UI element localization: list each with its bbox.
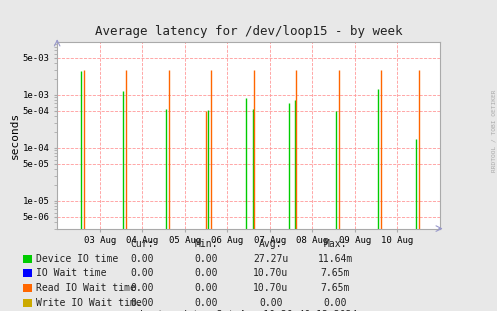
Text: Max:: Max: bbox=[324, 239, 347, 249]
Text: 0.00: 0.00 bbox=[194, 254, 218, 264]
Text: 0.00: 0.00 bbox=[130, 298, 154, 308]
Text: 0.00: 0.00 bbox=[130, 254, 154, 264]
Text: RRDTOOL / TOBI OETIKER: RRDTOOL / TOBI OETIKER bbox=[491, 89, 496, 172]
Text: 0.00: 0.00 bbox=[259, 298, 283, 308]
Text: IO Wait time: IO Wait time bbox=[36, 268, 106, 278]
Text: Min:: Min: bbox=[194, 239, 218, 249]
Text: 27.27u: 27.27u bbox=[253, 254, 288, 264]
Text: 0.00: 0.00 bbox=[130, 268, 154, 278]
Text: 10.70u: 10.70u bbox=[253, 283, 288, 293]
Text: Device IO time: Device IO time bbox=[36, 254, 118, 264]
Text: Last update: Sat Aug 10 20:40:12 2024: Last update: Sat Aug 10 20:40:12 2024 bbox=[140, 310, 357, 311]
Text: Write IO Wait time: Write IO Wait time bbox=[36, 298, 142, 308]
Text: 11.64m: 11.64m bbox=[318, 254, 353, 264]
Title: Average latency for /dev/loop15 - by week: Average latency for /dev/loop15 - by wee… bbox=[95, 25, 402, 38]
Text: Avg:: Avg: bbox=[259, 239, 283, 249]
Text: 10.70u: 10.70u bbox=[253, 268, 288, 278]
Text: 0.00: 0.00 bbox=[130, 283, 154, 293]
Text: 7.65m: 7.65m bbox=[321, 283, 350, 293]
Text: 0.00: 0.00 bbox=[194, 268, 218, 278]
Y-axis label: seconds: seconds bbox=[10, 112, 20, 159]
Text: 7.65m: 7.65m bbox=[321, 268, 350, 278]
Text: 0.00: 0.00 bbox=[324, 298, 347, 308]
Text: Read IO Wait time: Read IO Wait time bbox=[36, 283, 136, 293]
Text: 0.00: 0.00 bbox=[194, 298, 218, 308]
Text: 0.00: 0.00 bbox=[194, 283, 218, 293]
Text: Cur:: Cur: bbox=[130, 239, 154, 249]
